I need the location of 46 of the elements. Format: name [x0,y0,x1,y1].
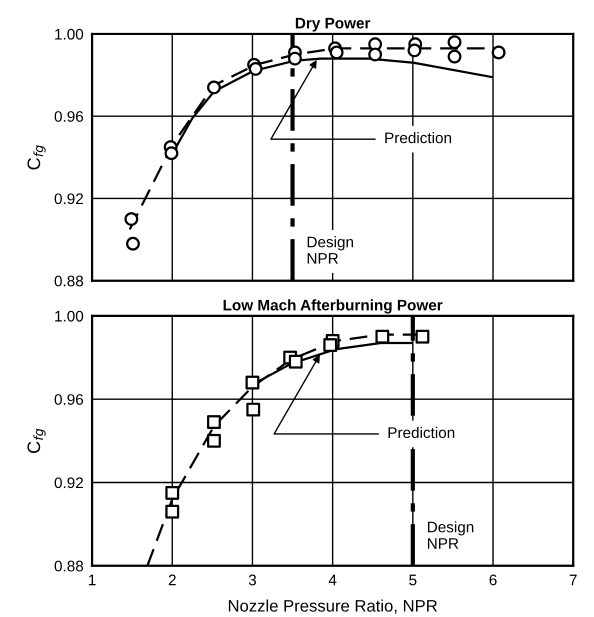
point [207,80,221,94]
point [248,62,263,76]
point [368,48,382,62]
point [448,50,462,64]
point [165,486,180,500]
x-tick-label: 2 [168,574,176,586]
point [288,52,302,66]
annotation: Prediction [388,426,454,438]
x-tick-label: 4 [328,574,336,586]
point [124,212,138,226]
y-axis-title: C$_{fg}$ [27,145,46,170]
point [330,46,344,60]
point [408,43,422,58]
chart-title: Low Mach Afterburning Power [224,299,442,314]
x-tick-label: 5 [409,574,416,586]
annotation: Prediction [385,132,452,144]
point [207,434,221,448]
point [207,415,221,430]
ref-line-label: Design NPR [308,236,353,264]
x-axis-title: Nozzle Pressure Ratio, NPR [228,599,437,614]
x-tick-label: 1 [88,574,96,586]
x-tick-label: 3 [248,574,256,586]
y-tick-label: 1.00 [55,310,84,322]
point [416,330,430,344]
point [164,146,178,160]
x-tick-label: 7 [570,574,577,586]
y-tick-label: 0.96 [54,394,84,405]
point [165,504,180,519]
y-tick-label: 0.88 [54,276,84,286]
point [288,354,303,369]
point [126,236,140,251]
point [492,46,506,60]
y-tick-label: 0.92 [54,477,83,488]
y-tick-label: 0.92 [54,193,83,204]
point [246,402,260,417]
ref-line-label: Design NPR [428,521,474,549]
y-axis-title: C$_{fg}$ [27,428,46,454]
point [448,35,462,50]
point [323,338,338,352]
point [246,376,260,390]
y-tick-label: 1.00 [55,28,84,40]
point [375,330,390,344]
y-tick-label: 0.88 [54,560,84,572]
chart-title: Dry Power [296,18,370,32]
y-tick-label: 0.96 [54,111,84,122]
x-tick-label: 6 [490,574,497,586]
